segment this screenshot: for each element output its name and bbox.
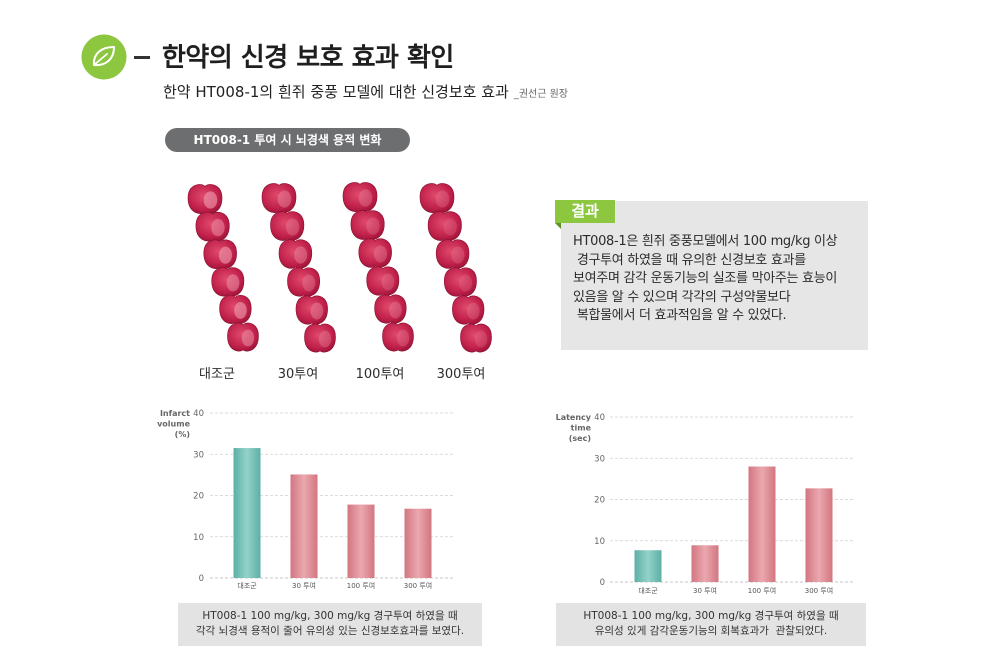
brain-slice [203, 239, 237, 269]
latency-chart-caption: HT008-1 100 mg/kg, 300 mg/kg 경구투여 하였을 때 … [556, 603, 866, 646]
brain-slice-images [187, 182, 492, 353]
bar [404, 508, 432, 578]
page-title: 한약의 신경 보호 효과 확인 [162, 43, 454, 73]
brain-slice [287, 267, 321, 297]
result-box [561, 201, 868, 350]
brain-slice [452, 295, 485, 325]
brain-slice [187, 184, 223, 214]
brain-slice [211, 267, 245, 297]
x-tick-label: 대조군 [237, 582, 257, 590]
result-line: 있음을 알 수 있으며 각각의 구성약물보다 [573, 289, 791, 305]
brain-slice [460, 323, 492, 353]
caption-line: HT008-1 100 mg/kg, 300 mg/kg 경구투여 하였을 때 [583, 610, 839, 622]
brain-slice [295, 295, 328, 325]
y-axis-label: Latency [556, 413, 592, 422]
bar [634, 550, 662, 582]
brain-slice [219, 295, 252, 324]
x-tick-label: 300 투여 [805, 586, 833, 595]
brain-slice [304, 323, 336, 353]
result-tag: 결과 [555, 200, 615, 223]
brain-slice [227, 322, 259, 352]
group-label-control: 대조군 [199, 367, 235, 382]
y-tick-label: 10 [594, 537, 605, 547]
y-tick-label: 30 [594, 454, 605, 464]
caption-line: HT008-1 100 mg/kg, 300 mg/kg 경구투여 하였을 때 [202, 610, 458, 622]
brain-slice [419, 183, 455, 213]
y-tick-label: 0 [600, 578, 605, 588]
x-tick-label: 30 투여 [292, 581, 316, 590]
y-tick-label: 0 [199, 574, 204, 584]
y-axis-label: (%) [175, 430, 190, 439]
y-tick-label: 30 [193, 450, 204, 460]
y-tick-label: 20 [193, 492, 204, 502]
caption-line: 유의성 있게 감각운동기능의 회복효과가 관찰되었다. [594, 625, 828, 637]
x-tick-label: 30 투여 [693, 586, 717, 595]
y-tick-label: 40 [193, 409, 204, 419]
result-line: 보여주며 감각 운동기능의 실조를 막아주는 효능이 [573, 271, 838, 287]
y-tick-label: 20 [594, 496, 605, 506]
y-axis-label: time [571, 424, 592, 433]
brain-slice [342, 182, 378, 212]
group-label-100: 100투여 [355, 367, 405, 382]
result-tag-fold [555, 223, 561, 229]
page-subtitle: 한약 HT008-1의 흰쥐 중풍 모델에 대한 신경보호 효과 _권선근 원장 [163, 82, 568, 105]
bar [347, 504, 375, 578]
brain-slice [435, 239, 470, 269]
infarct-chart-caption: HT008-1 100 mg/kg, 300 mg/kg 경구투여 하였을 때 … [178, 603, 482, 646]
x-tick-label: 100 투여 [748, 586, 776, 595]
y-axis-label: Infarct [160, 409, 190, 418]
y-tick-label: 10 [193, 533, 204, 543]
bar [290, 474, 318, 578]
brain-slice [195, 211, 230, 242]
bar [691, 545, 719, 582]
leaf-icon [81, 34, 127, 80]
bar [233, 448, 261, 578]
x-tick-label: 대조군 [638, 587, 658, 595]
bar [748, 466, 776, 582]
result-line: HT008-1은 흰쥐 중풍모델에서 100 mg/kg 이상 [573, 234, 838, 249]
brain-slice [358, 238, 392, 268]
brain-slice [366, 266, 400, 296]
x-tick-label: 300 투여 [404, 581, 432, 590]
x-tick-label: 100 투여 [347, 581, 375, 590]
brain-slice [278, 239, 313, 269]
subtitle-text: 한약 HT008-1의 흰쥐 중풍 모델에 대한 신경보호 효과 [163, 83, 509, 101]
bar [805, 488, 833, 582]
result-line: 경구투여 하였을 때 유의한 신경보호 효과를 [573, 252, 806, 268]
y-tick-label: 40 [594, 413, 605, 423]
brain-slice [350, 210, 385, 240]
brain-slice [443, 267, 477, 297]
author-credit: _권선근 원장 [513, 89, 568, 100]
brain-slice [261, 183, 297, 213]
result-text: HT008-1은 흰쥐 중풍모델에서 100 mg/kg 이상 경구투여 하였을… [573, 233, 838, 326]
caption-line: 각각 뇌경색 용적이 줄어 유의성 있는 신경보호효과를 보였다. [195, 625, 465, 637]
y-axis-label: volume [157, 420, 190, 429]
brain-section-label: HT008-1 투여 시 뇌경색 용적 변화 [165, 128, 410, 152]
brain-slice [374, 294, 407, 324]
group-label-30: 30투여 [277, 367, 319, 382]
title-dash [134, 56, 150, 59]
brain-slice [382, 322, 414, 352]
group-label-300: 300투여 [436, 367, 486, 382]
result-line: 복합물에서 더 효과적임을 알 수 있었다. [573, 308, 787, 324]
brain-slice [270, 211, 305, 241]
brain-slice [427, 211, 462, 241]
y-axis-label: (sec) [569, 434, 591, 443]
